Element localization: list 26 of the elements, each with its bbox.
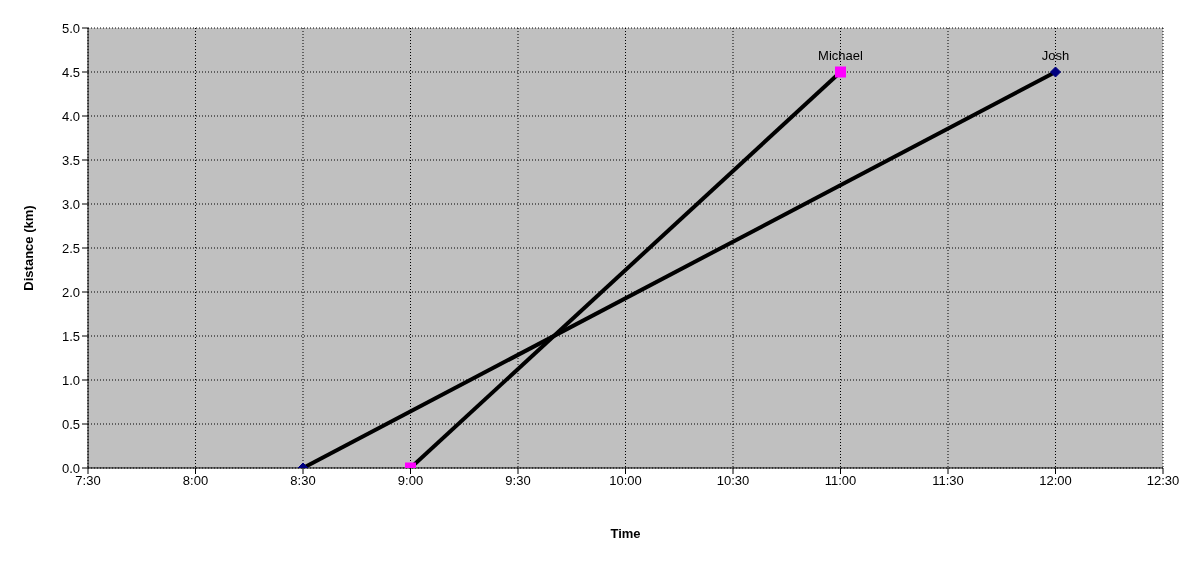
y-tick-label: 1.0 — [61, 372, 80, 388]
x-tick-label: 12:00 — [1039, 473, 1072, 489]
x-tick-label: 8:00 — [182, 473, 209, 489]
y-tick-label: 3.5 — [61, 152, 80, 168]
x-tick-label: 10:00 — [609, 473, 642, 489]
y-axis-title: Distance (km) — [20, 205, 36, 291]
y-tick-label: 4.0 — [61, 108, 80, 124]
x-tick-label: 10:30 — [716, 473, 750, 489]
y-tick-label: 2.5 — [61, 240, 80, 256]
y-tick-label: 0.5 — [61, 416, 80, 432]
x-tick-label: 8:30 — [290, 473, 316, 489]
x-axis-title: Time — [610, 526, 641, 541]
x-tick-label: 11:30 — [932, 473, 964, 489]
y-tick-label: 2.0 — [61, 284, 80, 300]
y-tick-label: 1.5 — [61, 328, 80, 344]
y-tick-label: 4.5 — [61, 64, 80, 80]
y-tick-label: 5.0 — [61, 20, 80, 36]
x-tick-label: 9:30 — [505, 473, 531, 489]
series-label: Josh — [1041, 48, 1070, 63]
y-tick-label: 0.0 — [61, 460, 80, 476]
x-tick-label: 12:30 — [1146, 473, 1180, 489]
y-tick-label: 3.0 — [61, 196, 80, 212]
x-tick-label: 11:00 — [824, 473, 857, 489]
x-tick-label: 7:30 — [75, 473, 101, 489]
x-tick-label: 9:00 — [397, 473, 424, 489]
series-label: Michael — [818, 48, 864, 63]
